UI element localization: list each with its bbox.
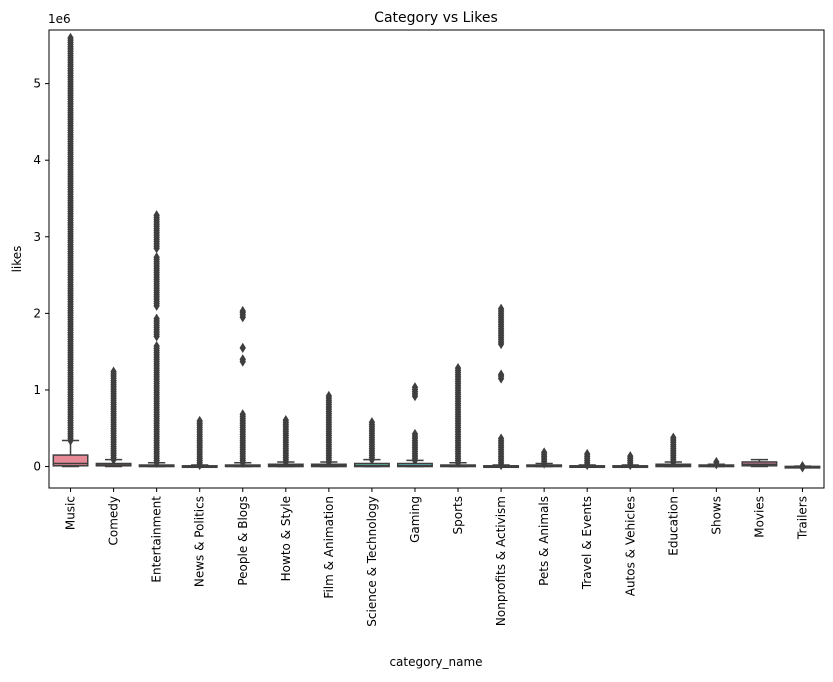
category-box-group (655, 432, 692, 468)
iqr-box (353, 462, 390, 468)
x-tick-label: Howto & Style (279, 496, 293, 581)
y-axis-label: likes (10, 246, 24, 273)
outlier-point (368, 417, 376, 428)
outlier-point (497, 303, 505, 314)
category-box-group (181, 415, 218, 471)
y-tick-label: 4 (33, 153, 41, 167)
x-tick-label: Pets & Animals (537, 496, 551, 586)
x-tick-label: People & Blogs (236, 496, 250, 586)
outlier-point (584, 448, 591, 460)
outlier-point (411, 428, 419, 440)
outlier-point (110, 366, 117, 377)
x-tick-label: Sports (451, 496, 465, 534)
category-box-group (612, 451, 649, 471)
outlier-point (540, 447, 548, 458)
x-tick-label: Shows (709, 496, 723, 535)
outlier-point (196, 415, 203, 427)
outlier-point (153, 340, 160, 352)
x-tick-label: Music (64, 496, 78, 530)
outlier-point (239, 342, 246, 353)
x-axis: Music Comedy Entertainment News & Politics P… (64, 488, 809, 627)
outlier-point (239, 305, 246, 317)
outlier-point (325, 390, 333, 402)
category-box-group (310, 390, 347, 468)
outlier-point (454, 362, 462, 374)
outlier-point (497, 433, 505, 444)
chart-title: Category vs Likes (374, 10, 498, 26)
category-box-group (483, 303, 520, 471)
category-box-group (741, 458, 778, 468)
category-box-group (440, 362, 476, 468)
outlier-point (627, 451, 634, 462)
y-scale-offset-label: 1e6 (48, 12, 71, 26)
boxes-layer (52, 32, 821, 473)
x-tick-label: News & Politics (193, 496, 207, 587)
category-box-group (526, 447, 563, 469)
outlier-point (153, 252, 160, 263)
category-box-group (267, 415, 304, 468)
outlier-point (239, 409, 246, 420)
x-tick-label: Trailers (795, 496, 809, 540)
y-tick-label: 2 (33, 306, 41, 320)
iqr-box (52, 454, 89, 467)
outlier-point (67, 32, 74, 44)
plot-area (48, 29, 825, 489)
x-tick-label: Entertainment (150, 496, 164, 583)
category-box-group (95, 366, 132, 468)
category-box-group (784, 461, 821, 473)
category-box-group (569, 448, 606, 471)
y-tick-label: 0 (33, 460, 41, 474)
iqr-box (397, 462, 433, 468)
x-axis-label: category_name (389, 655, 482, 669)
category-box-group (397, 382, 433, 468)
category-box-group (138, 210, 175, 468)
x-tick-label: Nonprofits & Activism (494, 496, 508, 626)
category-box-group (353, 417, 390, 468)
category-box-group (698, 456, 735, 470)
y-tick-label: 3 (33, 230, 41, 244)
y-tick-label: 1 (33, 383, 41, 397)
outlier-point (239, 354, 246, 365)
outlier-point (153, 313, 160, 324)
category-box-group (52, 32, 89, 468)
x-tick-label: Movies (752, 496, 766, 538)
plot-frame (48, 29, 825, 489)
outlier-point (282, 415, 289, 426)
x-tick-label: Comedy (107, 496, 121, 546)
x-tick-label: Autos & Vehicles (623, 496, 637, 596)
outlier-point (497, 369, 505, 380)
x-tick-label: Science & Technology (365, 496, 379, 627)
y-axis: 0 1 2 3 4 5 (33, 77, 49, 474)
outlier-point (670, 432, 677, 443)
outlier-point (153, 210, 160, 221)
y-tick-label: 5 (33, 77, 41, 91)
x-tick-label: Gaming (408, 496, 422, 543)
x-tick-label: Film & Animation (322, 496, 336, 599)
outlier-point (411, 382, 419, 393)
category-box-group (224, 305, 261, 468)
x-tick-label: Travel & Events (580, 496, 594, 590)
x-tick-label: Education (666, 496, 680, 556)
